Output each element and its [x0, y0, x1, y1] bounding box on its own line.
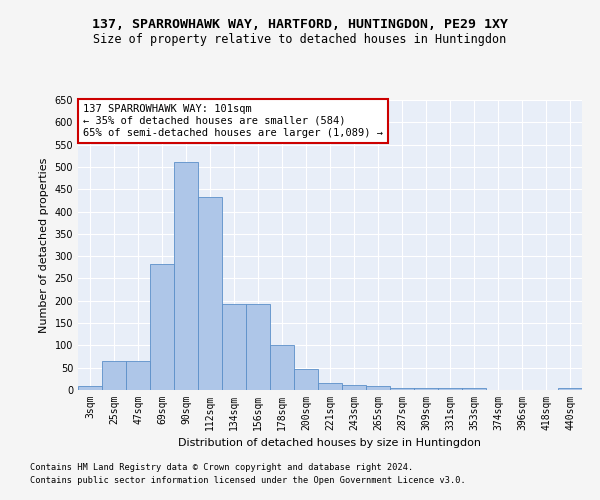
Bar	[294, 370, 318, 390]
Bar	[126, 361, 150, 390]
Bar	[366, 386, 390, 390]
Bar	[318, 383, 342, 390]
Bar	[246, 304, 270, 390]
Text: 137 SPARROWHAWK WAY: 101sqm
← 35% of detached houses are smaller (584)
65% of se: 137 SPARROWHAWK WAY: 101sqm ← 35% of det…	[83, 104, 383, 138]
Bar	[558, 388, 582, 390]
Bar	[390, 388, 414, 390]
Bar	[102, 361, 126, 390]
Bar	[438, 388, 462, 390]
Bar	[78, 386, 102, 390]
Text: Contains public sector information licensed under the Open Government Licence v3: Contains public sector information licen…	[30, 476, 466, 485]
Bar	[174, 162, 198, 390]
Bar	[270, 346, 294, 390]
Text: 137, SPARROWHAWK WAY, HARTFORD, HUNTINGDON, PE29 1XY: 137, SPARROWHAWK WAY, HARTFORD, HUNTINGD…	[92, 18, 508, 30]
Text: Contains HM Land Registry data © Crown copyright and database right 2024.: Contains HM Land Registry data © Crown c…	[30, 464, 413, 472]
X-axis label: Distribution of detached houses by size in Huntingdon: Distribution of detached houses by size …	[179, 438, 482, 448]
Bar	[198, 197, 222, 390]
Bar	[414, 388, 438, 390]
Bar	[342, 384, 366, 390]
Y-axis label: Number of detached properties: Number of detached properties	[39, 158, 49, 332]
Bar	[462, 388, 486, 390]
Bar	[150, 264, 174, 390]
Bar	[222, 304, 246, 390]
Text: Size of property relative to detached houses in Huntingdon: Size of property relative to detached ho…	[94, 32, 506, 46]
